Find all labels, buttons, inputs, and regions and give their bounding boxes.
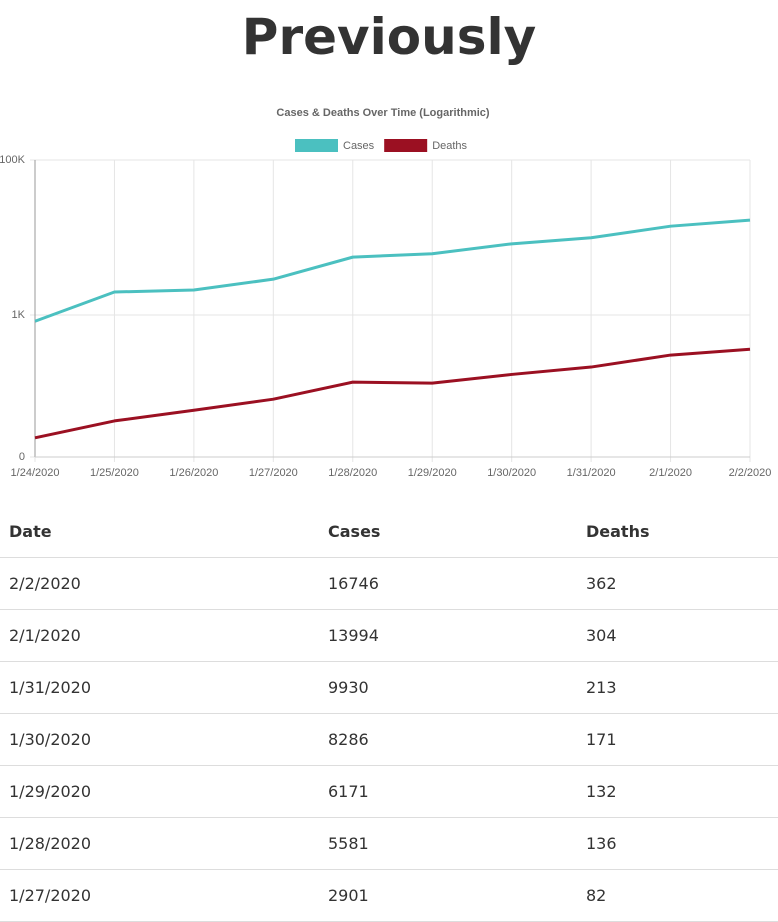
table-cell: 2/1/2020 bbox=[0, 609, 319, 662]
table-cell: 16746 bbox=[319, 557, 577, 610]
legend-swatch bbox=[384, 139, 428, 152]
table-cell: 171 bbox=[577, 713, 778, 766]
x-tick-label: 2/2/2020 bbox=[729, 467, 772, 479]
table-cell: 82 bbox=[577, 869, 778, 922]
table-cell: 1/31/2020 bbox=[0, 661, 319, 714]
table-row: 1/29/2020 6171 132 bbox=[0, 765, 778, 818]
chart: Cases & Deaths Over Time (Logarithmic) 0… bbox=[0, 107, 772, 479]
x-tick-label: 1/26/2020 bbox=[169, 467, 218, 479]
series-line bbox=[34, 218, 751, 323]
table-cell: 2/2/2020 bbox=[0, 557, 319, 610]
table-cell: 1/30/2020 bbox=[0, 713, 319, 766]
column-header: Deaths bbox=[577, 505, 778, 558]
table-cell: 132 bbox=[577, 765, 778, 818]
column-header: Date bbox=[0, 505, 319, 558]
x-tick-label: 2/1/2020 bbox=[649, 467, 692, 479]
table-cell: 8286 bbox=[319, 713, 577, 766]
y-tick-label: 0 bbox=[19, 451, 25, 463]
x-tick-label: 1/29/2020 bbox=[408, 467, 457, 479]
data-table: Date Cases Deaths 2/2/2020 16746 362 2/1/2020… bbox=[0, 505, 778, 922]
x-tick-label: 1/27/2020 bbox=[249, 467, 298, 479]
page-title: Previously bbox=[241, 8, 537, 66]
table-cell: 213 bbox=[577, 661, 778, 714]
y-tick-label: 100K bbox=[0, 154, 26, 166]
table-cell: 1/27/2020 bbox=[0, 869, 319, 922]
series-line bbox=[34, 347, 751, 440]
table-cell: 9930 bbox=[319, 661, 577, 714]
table-cell: 2901 bbox=[319, 869, 577, 922]
y-tick-label: 1K bbox=[12, 309, 26, 321]
table-row: 2/1/2020 13994 304 bbox=[0, 609, 778, 662]
table-cell: 362 bbox=[577, 557, 778, 610]
table-cell: 13994 bbox=[319, 609, 577, 662]
table-cell: 136 bbox=[577, 817, 778, 870]
table-cell: 304 bbox=[577, 609, 778, 662]
table-row: 1/28/2020 5581 136 bbox=[0, 817, 778, 870]
table-cell: 1/28/2020 bbox=[0, 817, 319, 870]
legend-label: Cases bbox=[343, 140, 375, 152]
table-row: 1/30/2020 8286 171 bbox=[0, 713, 778, 766]
table-row: 1/31/2020 9930 213 bbox=[0, 661, 778, 714]
column-header: Cases bbox=[319, 505, 577, 558]
table-cell: 6171 bbox=[319, 765, 577, 818]
table-row: 2/2/2020 16746 362 bbox=[0, 557, 778, 610]
header-row: Date Cases Deaths bbox=[0, 505, 778, 558]
table-cell: 1/29/2020 bbox=[0, 765, 319, 818]
table-row: 1/27/2020 2901 82 bbox=[0, 869, 778, 922]
x-tick-label: 1/28/2020 bbox=[328, 467, 377, 479]
x-tick-label: 1/24/2020 bbox=[11, 467, 60, 479]
x-tick-label: 1/31/2020 bbox=[567, 467, 616, 479]
legend-swatch bbox=[295, 139, 338, 152]
chart-title: Cases & Deaths Over Time (Logarithmic) bbox=[276, 107, 489, 119]
table-cell: 5581 bbox=[319, 817, 577, 870]
legend-label: Deaths bbox=[432, 140, 467, 152]
x-tick-label: 1/30/2020 bbox=[487, 467, 536, 479]
x-tick-label: 1/25/2020 bbox=[90, 467, 139, 479]
